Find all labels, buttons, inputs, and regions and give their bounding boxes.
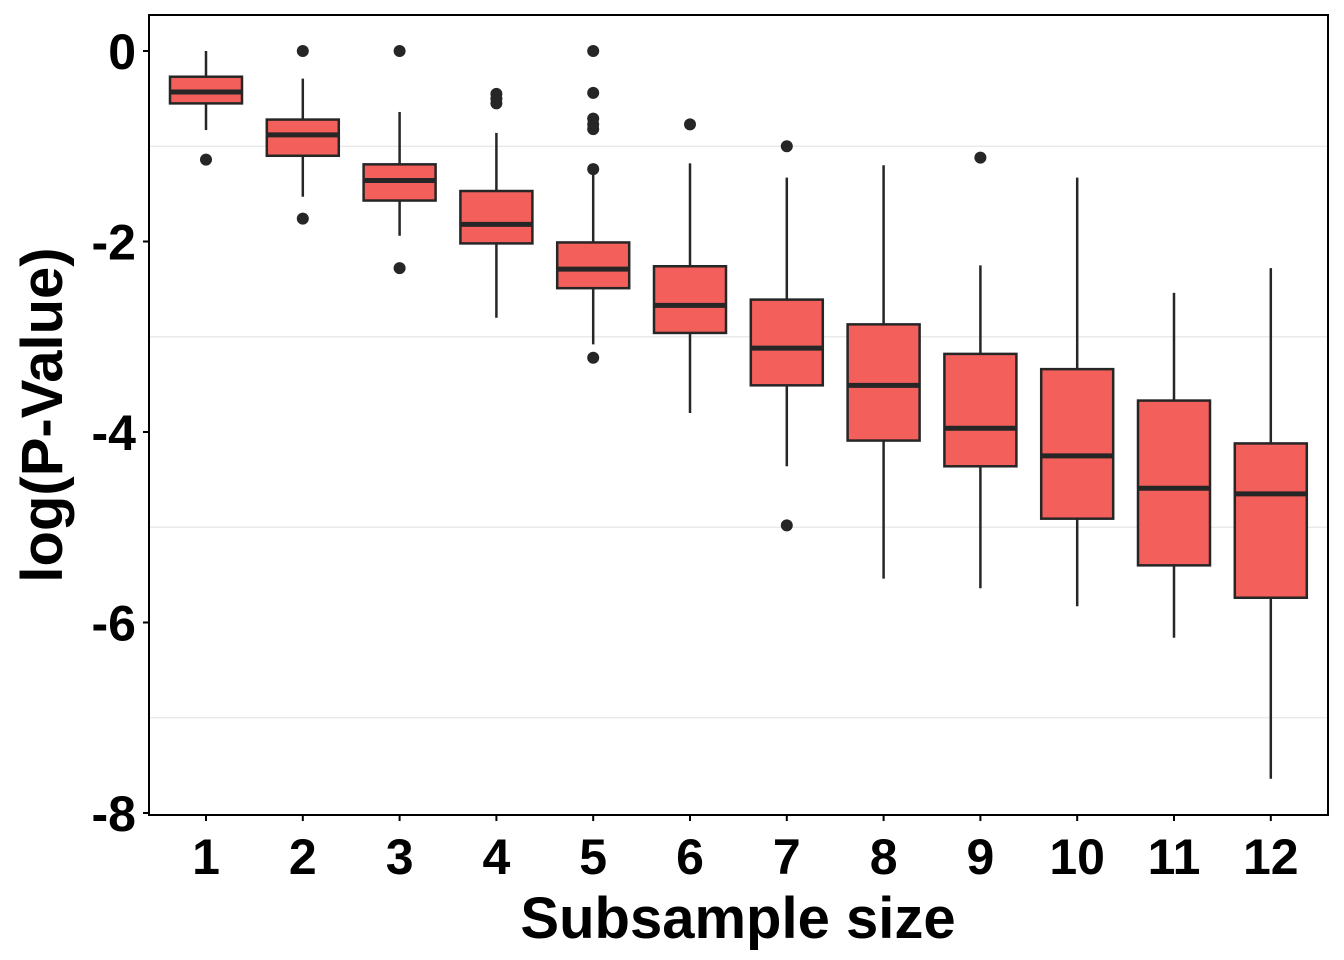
x-tick-label: 3 (386, 829, 414, 885)
box-iqr (943, 352, 1018, 468)
x-tick-label: 12 (1243, 829, 1299, 885)
y-axis-ticks: 0 -2 -4 -6 -8 (92, 24, 149, 842)
box-5 (555, 45, 631, 364)
box-4 (459, 87, 534, 318)
y-tick-label: 0 (108, 24, 136, 80)
x-tick-label: 6 (676, 829, 704, 885)
x-tick-label: 8 (870, 829, 898, 885)
box-3 (362, 45, 437, 275)
box-iqr (846, 323, 921, 442)
x-axis-label: Subsample size (520, 886, 955, 951)
box-2 (265, 45, 341, 225)
outlier-point (490, 97, 503, 110)
x-tick-label: 10 (1049, 829, 1105, 885)
box-iqr (1233, 442, 1309, 599)
box-iqr (265, 118, 341, 158)
x-tick-label: 9 (966, 829, 994, 885)
grid-lines (150, 145, 1327, 719)
outlier-point (296, 45, 309, 57)
x-axis-ticks: 1 2 3 4 5 6 7 8 9 10 11 12 (192, 815, 1299, 885)
box-8 (846, 165, 921, 579)
box-6 (652, 118, 728, 413)
box-iqr (459, 189, 534, 245)
box-iqr (555, 241, 631, 290)
outlier-point (393, 262, 406, 275)
box-10 (1039, 177, 1115, 607)
x-tick-label: 2 (289, 829, 317, 885)
outlier-point (780, 519, 793, 532)
outlier-point (780, 140, 793, 153)
x-tick-label: 5 (579, 829, 607, 885)
outlier-point (296, 212, 309, 225)
outlier-point (393, 45, 406, 57)
x-tick-label: 1 (192, 829, 220, 885)
box-9 (943, 151, 1018, 589)
y-tick-label: -8 (92, 786, 136, 842)
outlier-point (587, 351, 600, 364)
outlier-point (200, 153, 212, 166)
x-tick-label: 7 (773, 829, 801, 885)
outlier-point (587, 86, 600, 99)
outlier-point (587, 163, 600, 176)
plot-panel-border (148, 14, 1329, 816)
x-tick-label: 4 (482, 829, 510, 885)
boxes (168, 45, 1309, 779)
box-iqr (652, 265, 728, 335)
box-11 (1136, 292, 1212, 638)
y-tick-label: -2 (92, 215, 136, 271)
outlier-point (974, 151, 987, 164)
x-tick-label: 11 (1148, 829, 1201, 885)
outlier-point (587, 123, 600, 136)
box-iqr (749, 298, 825, 387)
outlier-point (587, 45, 600, 57)
box-1 (168, 51, 244, 166)
y-tick-label: -6 (92, 596, 136, 652)
box-7 (749, 140, 825, 532)
box-iqr (1039, 367, 1115, 520)
outlier-point (684, 118, 696, 131)
box-iqr (1136, 399, 1212, 567)
y-axis-label: log(P-Value) (10, 247, 75, 582)
box-12 (1233, 268, 1309, 779)
y-tick-label: -4 (92, 405, 137, 461)
